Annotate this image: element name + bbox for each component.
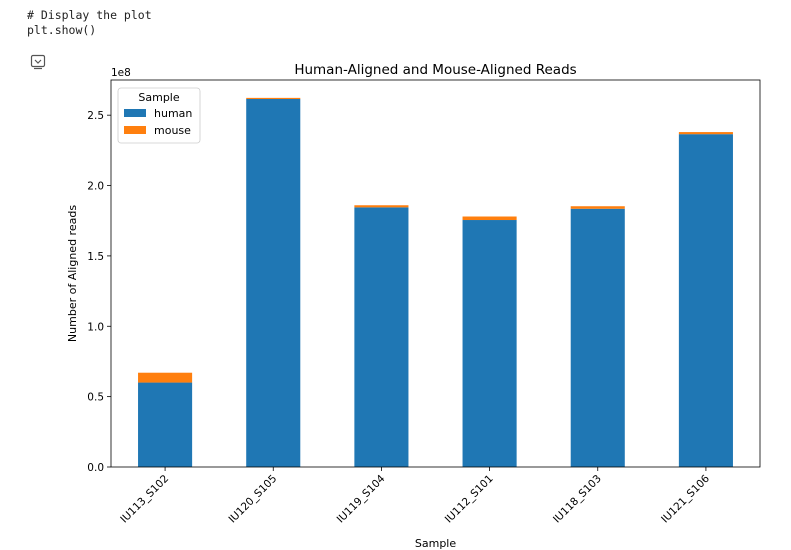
x-tick-label: IU121_S106	[659, 472, 712, 525]
y-tick-label: 2.5	[87, 110, 104, 122]
legend-swatch-human	[124, 109, 146, 117]
x-tick-label: IU119_S104	[335, 472, 388, 525]
bar-human-IU121_S106	[678, 134, 733, 467]
chart-title: Human-Aligned and Mouse-Aligned Reads	[294, 62, 576, 78]
y-tick-label: 1.5	[87, 251, 104, 263]
bar-mouse-IU112_S101	[462, 216, 517, 221]
legend-label-human: human	[154, 107, 192, 120]
x-tick-label: IU113_S102	[118, 473, 171, 526]
legend-label-mouse: mouse	[154, 124, 191, 137]
output-toggle-icon[interactable]	[30, 54, 48, 70]
legend: Sample human mouse	[117, 87, 201, 144]
y-tick-label: 0.5	[87, 392, 104, 404]
bar-human-IU118_S103	[570, 208, 625, 468]
bar-human-IU113_S102	[138, 382, 193, 467]
bar-mouse-IU120_S105	[246, 97, 301, 99]
y-tick-label: 0.0	[87, 462, 104, 474]
bar-human-IU119_S104	[354, 207, 409, 467]
plot-frame	[110, 79, 761, 468]
y-axis-label: Number of Aligned reads	[66, 205, 79, 342]
bar-mouse-IU118_S103	[570, 206, 625, 209]
code-line-show: plt.show()	[27, 23, 97, 37]
bar-mouse-IU121_S106	[678, 132, 733, 135]
code-line-comment: # Display the plot	[27, 8, 152, 22]
x-tick-label: IU120_S105	[226, 473, 279, 526]
bar-human-IU120_S105	[246, 98, 301, 468]
x-axis-label: Sample	[415, 537, 456, 550]
bar-mouse-IU119_S104	[354, 205, 409, 208]
code-cell: # Display the plot plt.show()	[27, 8, 152, 38]
y-tick-label: 2.0	[87, 181, 104, 193]
x-tick-label: IU112_S101	[443, 473, 496, 526]
bar-mouse-IU113_S102	[138, 372, 193, 383]
legend-title: Sample	[138, 91, 179, 104]
legend-swatch-mouse	[124, 126, 146, 134]
x-tick-label: IU118_S103	[551, 473, 604, 526]
y-tick-label: 1.0	[87, 321, 104, 333]
y-axis-offset-label: 1e8	[111, 67, 131, 79]
bar-human-IU112_S101	[462, 220, 517, 467]
